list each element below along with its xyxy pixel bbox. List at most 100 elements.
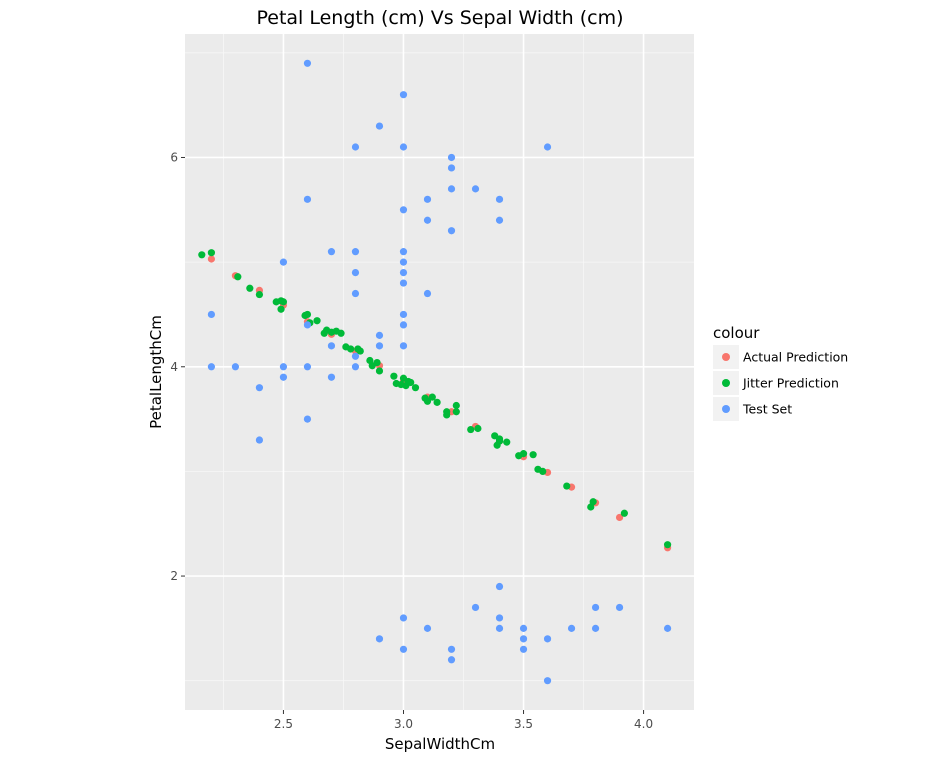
point-test-set (591, 624, 600, 632)
x-tick-label: 3.5 (514, 717, 533, 731)
point-jitter-prediction (539, 467, 547, 476)
point-test-set (279, 258, 288, 266)
point-test-set (399, 310, 408, 319)
x-axis-ticks: 2.5 3.0 3.5 4.0 (274, 710, 653, 731)
point-jitter-prediction (246, 284, 254, 292)
point-test-set (519, 645, 528, 653)
point-test-set (351, 289, 360, 298)
point-test-set (327, 248, 336, 256)
x-tick-label: 4.0 (634, 717, 653, 731)
point-jitter-prediction (495, 435, 504, 443)
point-test-set (663, 624, 672, 632)
point-test-set (279, 363, 288, 371)
point-test-set (519, 635, 528, 643)
point-jitter-prediction (563, 482, 571, 490)
point-test-set (519, 624, 528, 632)
point-test-set (543, 677, 552, 685)
point-test-set (399, 645, 408, 653)
point-jitter-prediction (428, 393, 436, 401)
point-jitter-prediction (663, 541, 672, 549)
point-jitter-prediction (620, 509, 628, 517)
point-test-set (351, 248, 360, 256)
legend-label-test-set: Test Set (742, 402, 792, 417)
point-test-set (207, 310, 216, 319)
point-test-set (399, 91, 408, 99)
point-test-set (231, 363, 240, 371)
point-test-set (543, 143, 552, 151)
point-jitter-prediction (277, 305, 285, 313)
point-test-set (279, 373, 288, 381)
point-test-set (399, 268, 408, 277)
point-jitter-prediction (313, 317, 321, 325)
point-test-set (303, 363, 312, 371)
point-test-set (399, 206, 408, 214)
point-test-set (495, 216, 504, 224)
point-test-set (447, 153, 456, 162)
point-jitter-prediction (255, 290, 264, 299)
point-jitter-prediction (337, 329, 345, 337)
point-jitter-prediction (519, 450, 528, 458)
point-test-set (447, 645, 456, 653)
point-test-set (471, 603, 480, 612)
point-test-set (495, 614, 504, 622)
point-test-set (399, 143, 408, 151)
y-tick-label: 4 (170, 360, 178, 374)
point-test-set (399, 248, 408, 256)
point-jitter-prediction (198, 251, 206, 259)
point-test-set (495, 582, 504, 591)
legend-key-jitter-prediction (722, 379, 730, 387)
x-tick-label: 2.5 (274, 717, 293, 731)
y-tick-label: 6 (170, 150, 178, 164)
point-test-set (399, 258, 408, 266)
point-jitter-prediction (373, 358, 381, 367)
point-jitter-prediction (503, 438, 511, 446)
point-actual-prediction (615, 513, 624, 522)
point-test-set (495, 195, 504, 203)
point-jitter-prediction (347, 345, 355, 353)
point-test-set (423, 624, 432, 632)
point-test-set (303, 59, 312, 67)
point-test-set (423, 216, 432, 224)
point-test-set (351, 268, 360, 277)
point-test-set (375, 331, 384, 339)
point-actual-prediction (207, 255, 216, 263)
point-test-set (399, 342, 408, 350)
point-test-set (375, 635, 384, 643)
point-test-set (303, 195, 312, 203)
point-jitter-prediction (452, 408, 460, 416)
point-test-set (375, 122, 384, 130)
point-jitter-prediction (207, 249, 216, 257)
plot-panel (185, 34, 694, 710)
point-test-set (447, 656, 456, 664)
chart-title: Petal Length (cm) Vs Sepal Width (cm) (256, 7, 623, 29)
point-test-set (423, 289, 432, 298)
x-tick-label: 3.0 (394, 717, 413, 731)
point-test-set (543, 635, 552, 643)
point-test-set (567, 624, 576, 632)
point-test-set (447, 164, 456, 172)
point-test-set (423, 195, 432, 203)
point-jitter-prediction (529, 451, 537, 459)
point-jitter-prediction (452, 401, 460, 410)
point-test-set (207, 363, 216, 371)
legend-label-jitter-prediction: Jitter Prediction (742, 376, 839, 391)
point-test-set (447, 185, 456, 193)
x-axis-title: SepalWidthCm (385, 735, 495, 753)
y-axis-title: PetalLengthCm (147, 315, 165, 429)
point-test-set (255, 436, 264, 444)
point-jitter-prediction (433, 398, 441, 406)
point-jitter-prediction (467, 425, 475, 434)
point-jitter-prediction (303, 310, 312, 319)
legend-key-actual-prediction (722, 353, 730, 361)
legend-label-actual-prediction: Actual Prediction (743, 350, 848, 365)
point-jitter-prediction (375, 367, 384, 375)
point-test-set (471, 185, 480, 193)
legend-key-test-set (722, 405, 730, 413)
point-jitter-prediction (411, 384, 420, 392)
legend: colour Actual Prediction Jitter Predictio… (713, 324, 848, 421)
point-test-set (447, 227, 456, 235)
point-test-set (351, 363, 360, 371)
point-test-set (591, 603, 600, 612)
